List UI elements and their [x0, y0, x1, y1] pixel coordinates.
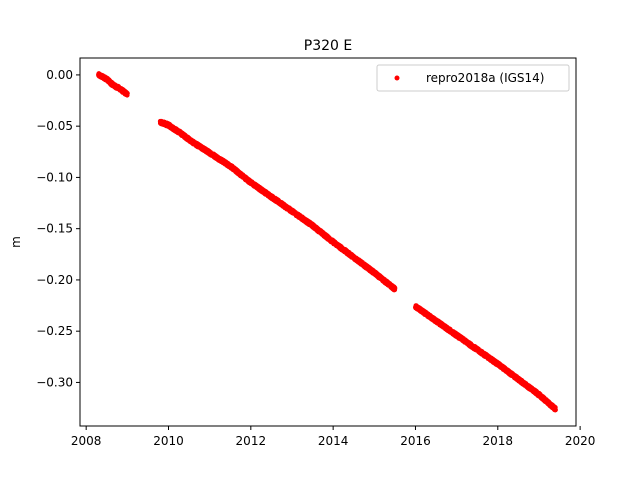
data-points [96, 71, 558, 413]
y-tick-label: −0.30 [36, 375, 73, 389]
y-tick-label: −0.25 [36, 324, 73, 338]
y-tick-label: −0.20 [36, 273, 73, 287]
data-point [124, 91, 130, 96]
x-tick-label: 2018 [483, 434, 514, 448]
x-tick-label: 2012 [236, 434, 267, 448]
legend-box [376, 64, 570, 92]
y-axis: 0.00 −0.05 −0.10 −0.15 −0.20 −0.25 −0.30 [36, 68, 80, 389]
x-tick-label: 2008 [71, 434, 102, 448]
legend: repro2018a (IGS14) [376, 64, 570, 92]
plot-frame [79, 57, 577, 427]
x-axis: 2008 2010 2012 2014 2016 2018 2020 [71, 426, 595, 448]
x-tick-label: 2016 [400, 434, 431, 448]
x-tick-label: 2020 [565, 434, 596, 448]
legend-marker [394, 75, 400, 81]
y-axis-label: m [9, 236, 23, 248]
y-tick-label: −0.10 [36, 170, 73, 184]
legend-label: repro2018a (IGS14) [426, 71, 544, 85]
y-tick-label: 0.00 [46, 68, 73, 82]
x-tick-label: 2014 [318, 434, 349, 448]
y-tick-label: −0.15 [36, 222, 73, 236]
chart-title: P320 E [304, 38, 352, 54]
data-point [553, 407, 558, 413]
data-point [392, 286, 398, 291]
y-tick-label: −0.05 [36, 119, 73, 133]
x-tick-label: 2010 [153, 434, 184, 448]
